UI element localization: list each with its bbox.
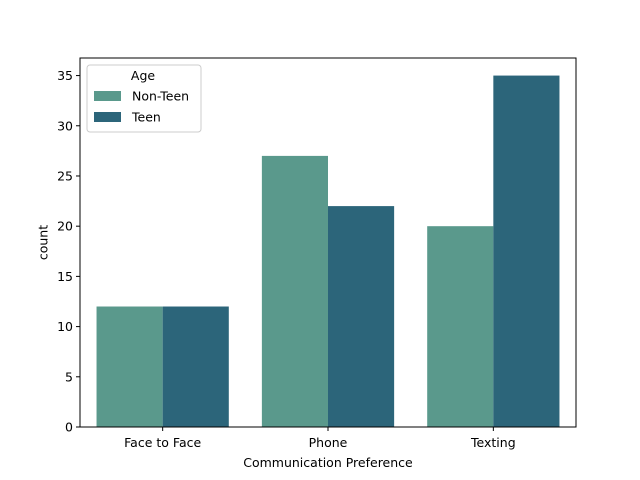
legend-label-non-teen: Non-Teen	[132, 89, 189, 104]
legend-title: Age	[131, 68, 155, 83]
legend-swatch-teen	[94, 112, 121, 122]
legend-swatch-non-teen	[94, 91, 121, 101]
bar-teen-texting	[493, 75, 560, 428]
legend-label-teen: Teen	[131, 110, 161, 125]
y-tick-label: 15	[57, 269, 73, 284]
x-axis-ticks: Face to Face Phone Texting	[124, 427, 516, 450]
bar-teen-phone	[328, 206, 395, 427]
plot-frame	[79, 57, 577, 428]
bar-non-teen-phone	[261, 155, 328, 428]
y-tick-label: 5	[65, 369, 73, 384]
y-tick-label: 25	[57, 168, 73, 183]
y-tick-label: 30	[57, 118, 73, 133]
y-tick-label: 0	[65, 420, 73, 435]
y-tick-label: 10	[57, 319, 73, 334]
bar-non-teen-face-to-face	[96, 306, 163, 427]
y-tick-label: 35	[57, 68, 73, 83]
y-axis-label: count	[36, 225, 51, 260]
y-axis-ticks: 0 5 10 15 20 25 30 35	[57, 68, 80, 435]
bar-non-teen-texting	[427, 226, 494, 427]
x-tick-label: Texting	[470, 435, 516, 450]
legend: Age Non-Teen Teen	[86, 64, 202, 133]
bars-group	[96, 75, 560, 428]
y-tick-label: 20	[57, 219, 73, 234]
bar-teen-face-to-face	[162, 306, 229, 427]
legend-items: Non-Teen Teen	[94, 89, 189, 125]
x-tick-label: Face to Face	[124, 435, 201, 450]
x-axis-label: Communication Preference	[243, 455, 413, 470]
x-tick-label: Phone	[309, 435, 348, 450]
